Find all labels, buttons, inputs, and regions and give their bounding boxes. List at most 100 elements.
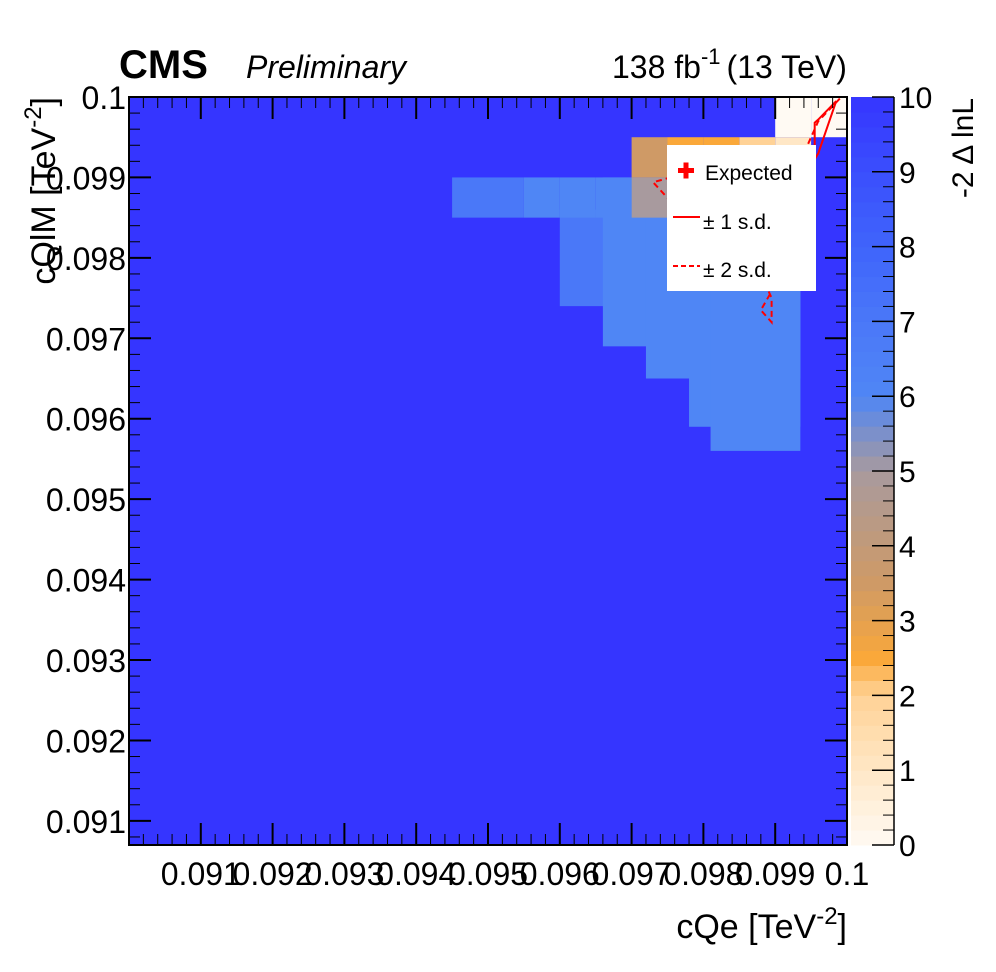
color-scale-band (851, 336, 894, 352)
color-scale-band (851, 695, 894, 711)
z-tick-label: 8 (899, 232, 916, 265)
y-axis-ticks: 0.091 0.092 0.093 0.094 0.095 0.096 0.097 0.098… (46, 80, 847, 840)
z-tick-label: 2 (899, 680, 916, 713)
z-tick-label: 7 (899, 306, 916, 339)
color-scale-band (851, 216, 894, 233)
color-scale-band (851, 276, 894, 292)
color-scale-band (851, 770, 894, 786)
y-tick-label: 0.093 (46, 643, 126, 679)
color-scale-band (851, 560, 894, 577)
legend-1sd-label: ± 1 s.d. (703, 211, 772, 234)
color-scale-band (851, 471, 894, 487)
x-tick-label: 0.098 (663, 856, 743, 892)
color-scale-band (851, 740, 894, 756)
y-tick-label: 0.094 (46, 563, 126, 599)
color-scale-band (851, 231, 894, 248)
status-label: Preliminary (246, 49, 408, 85)
color-scale-band (851, 321, 894, 337)
heatmap-cell (631, 137, 668, 178)
color-scale-band (851, 545, 894, 562)
color-scale-band (851, 351, 894, 367)
x-tick-label: 0.091 (161, 856, 241, 892)
x-tick-label: 0.096 (520, 856, 600, 892)
heatmap-cell (488, 177, 524, 218)
z-tick-label: 10 (899, 82, 932, 115)
color-scale-band (851, 575, 894, 592)
heatmap-cell (631, 177, 668, 218)
x-tick-label: 0.092 (233, 856, 313, 892)
color-scale-band (851, 246, 894, 263)
z-tick-label: 4 (899, 531, 916, 564)
x-axis-ticks: 0.0910.0920.0930.0940.0950.0960.0970.098… (142, 97, 869, 892)
heatmap-cell (811, 97, 847, 138)
x-tick-label: 0.099 (735, 856, 815, 892)
color-scale-band (851, 126, 894, 143)
x-tick-label: 0.097 (592, 856, 672, 892)
color-scale-band (851, 755, 894, 771)
color-scale-band (851, 441, 894, 457)
y-tick-label: 0.095 (46, 482, 126, 518)
z-tick-label: 3 (899, 606, 916, 639)
color-scale-band (851, 620, 894, 637)
color-scale-band (851, 485, 894, 502)
y-axis-title: cQlM [TeV-2] (20, 97, 63, 285)
color-scale-band (851, 665, 894, 681)
z-tick-label: 6 (899, 381, 916, 414)
y-tick-label: 0.099 (46, 160, 126, 196)
color-scale-band (851, 650, 894, 666)
z-tick-label: 5 (899, 456, 916, 489)
color-scale-band (851, 590, 894, 607)
heatmap-cell (595, 177, 632, 218)
color-scale-band (851, 800, 894, 816)
heatmap-cell (775, 97, 812, 138)
color-scale-band (851, 111, 894, 128)
color-scale-band (851, 710, 894, 726)
color-scale-band (851, 830, 894, 846)
color-scale-band (851, 426, 894, 442)
legend-expected-marker (678, 162, 694, 179)
color-scale: 0 1 2 3 4 5 6 7 8 9 10 (851, 82, 932, 863)
color-scale-ticks: 0 1 2 3 4 5 6 7 8 9 10 (872, 82, 932, 863)
x-tick-label: 0.1 (825, 856, 869, 892)
color-scale-band (851, 725, 894, 741)
luminosity-label: 138 fb-1 (13 TeV) (612, 44, 847, 85)
y-tick-label: 0.092 (46, 723, 126, 759)
color-scale-band (851, 366, 894, 382)
y-tick-label: 0.098 (46, 241, 126, 277)
legend-2sd-label: ± 2 s.d. (703, 259, 772, 282)
color-scale-band (851, 171, 894, 188)
color-scale-band (851, 500, 894, 517)
heatmap-cell (559, 177, 596, 218)
color-scale-title: -2 Δ lnL (947, 98, 980, 198)
color-scale-band (851, 141, 894, 158)
x-axis-title: cQe [TeV-2] (676, 903, 847, 946)
color-scale-band (851, 261, 894, 278)
color-scale-band (851, 515, 894, 532)
experiment-label: CMS (119, 43, 208, 87)
color-scale-band (851, 201, 894, 218)
z-tick-label: 0 (899, 830, 916, 863)
color-scale-band (851, 291, 894, 307)
color-scale-band (851, 635, 894, 652)
color-scale-band (851, 605, 894, 622)
z-tick-label: 9 (899, 157, 916, 190)
legend: Expected ± 1 s.d. ± 2 s.d. (667, 145, 816, 291)
heatmap-cell (523, 177, 560, 218)
z-tick-label: 1 (899, 755, 916, 788)
color-scale-band (851, 815, 894, 831)
legend-expected-label: Expected (705, 162, 793, 185)
y-tick-label: 0.091 (46, 804, 126, 840)
color-scale-bands (851, 97, 894, 846)
heatmap-cell (452, 177, 488, 218)
x-tick-label: 0.095 (448, 856, 528, 892)
color-scale-band (851, 456, 894, 472)
color-scale-band (851, 306, 894, 322)
color-scale-band (851, 156, 894, 173)
y-tick-label: 0.097 (46, 321, 126, 357)
color-scale-band (851, 411, 894, 427)
y-tick-label: 0.1 (82, 80, 126, 116)
x-tick-label: 0.093 (304, 856, 384, 892)
x-tick-label: 0.094 (376, 856, 456, 892)
color-scale-band (851, 186, 894, 203)
